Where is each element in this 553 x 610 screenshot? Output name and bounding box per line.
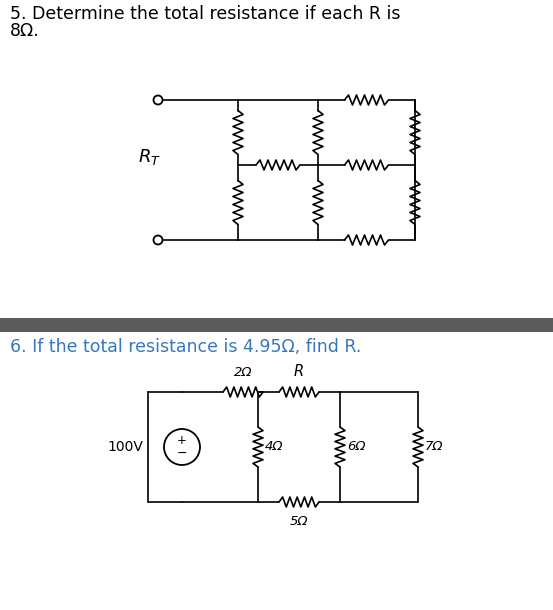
Text: 100V: 100V [107, 440, 143, 454]
Circle shape [154, 96, 163, 104]
Text: 5. Determine the total resistance if each R is: 5. Determine the total resistance if eac… [10, 5, 400, 23]
Text: −: − [177, 447, 187, 459]
Text: $R_T$: $R_T$ [138, 147, 161, 167]
Text: 4Ω: 4Ω [265, 440, 284, 453]
Text: 5Ω: 5Ω [290, 515, 308, 528]
Circle shape [164, 429, 200, 465]
Circle shape [154, 235, 163, 245]
Text: 8Ω.: 8Ω. [10, 22, 40, 40]
Text: 6. If the total resistance is 4.95Ω, find R.: 6. If the total resistance is 4.95Ω, fin… [10, 338, 361, 356]
Text: 6Ω: 6Ω [347, 440, 366, 453]
Text: 2Ω: 2Ω [234, 366, 252, 379]
Text: +: + [177, 434, 187, 448]
Text: R: R [294, 364, 304, 379]
Bar [0, 318, 553, 332]
Text: 7Ω: 7Ω [425, 440, 444, 453]
